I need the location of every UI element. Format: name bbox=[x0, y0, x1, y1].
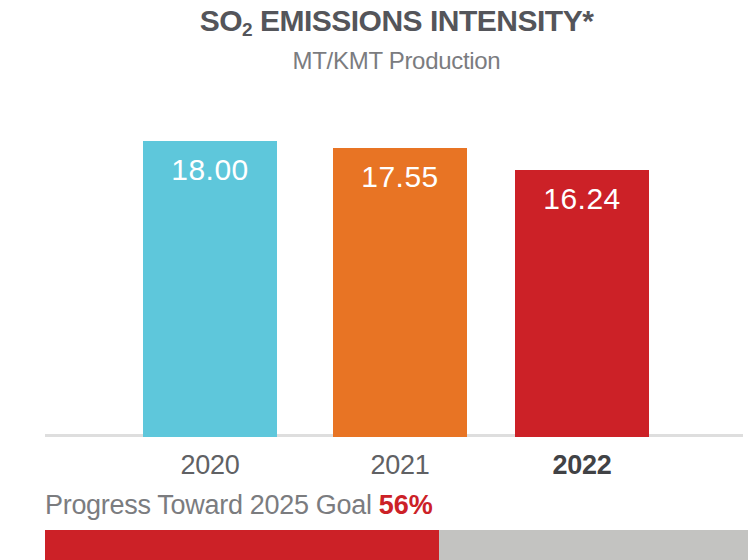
bar-2022: 16.24 bbox=[515, 170, 649, 437]
x-tick-label-2021: 2021 bbox=[333, 450, 467, 481]
bar-2021-value-label: 17.55 bbox=[361, 148, 439, 194]
bar-chart: 18.00 17.55 16.24 bbox=[0, 0, 748, 437]
progress-bar-fill bbox=[45, 530, 439, 560]
x-tick-label-2020: 2020 bbox=[143, 450, 277, 481]
bar-2022-value-label: 16.24 bbox=[543, 170, 621, 216]
progress-bar-track bbox=[45, 530, 748, 560]
progress-label: Progress Toward 2025 Goal bbox=[45, 490, 372, 520]
progress-caption: Progress Toward 2025 Goal56% bbox=[45, 490, 433, 521]
so2-emissions-intensity-infographic: SO2 EMISSIONS INTENSITY* MT/KMT Producti… bbox=[0, 0, 748, 560]
bar-2020: 18.00 bbox=[143, 141, 277, 437]
progress-value: 56% bbox=[379, 490, 433, 520]
bar-2020-value-label: 18.00 bbox=[171, 141, 249, 187]
bar-2021: 17.55 bbox=[333, 148, 467, 437]
x-tick-label-2022: 2022 bbox=[515, 450, 649, 481]
